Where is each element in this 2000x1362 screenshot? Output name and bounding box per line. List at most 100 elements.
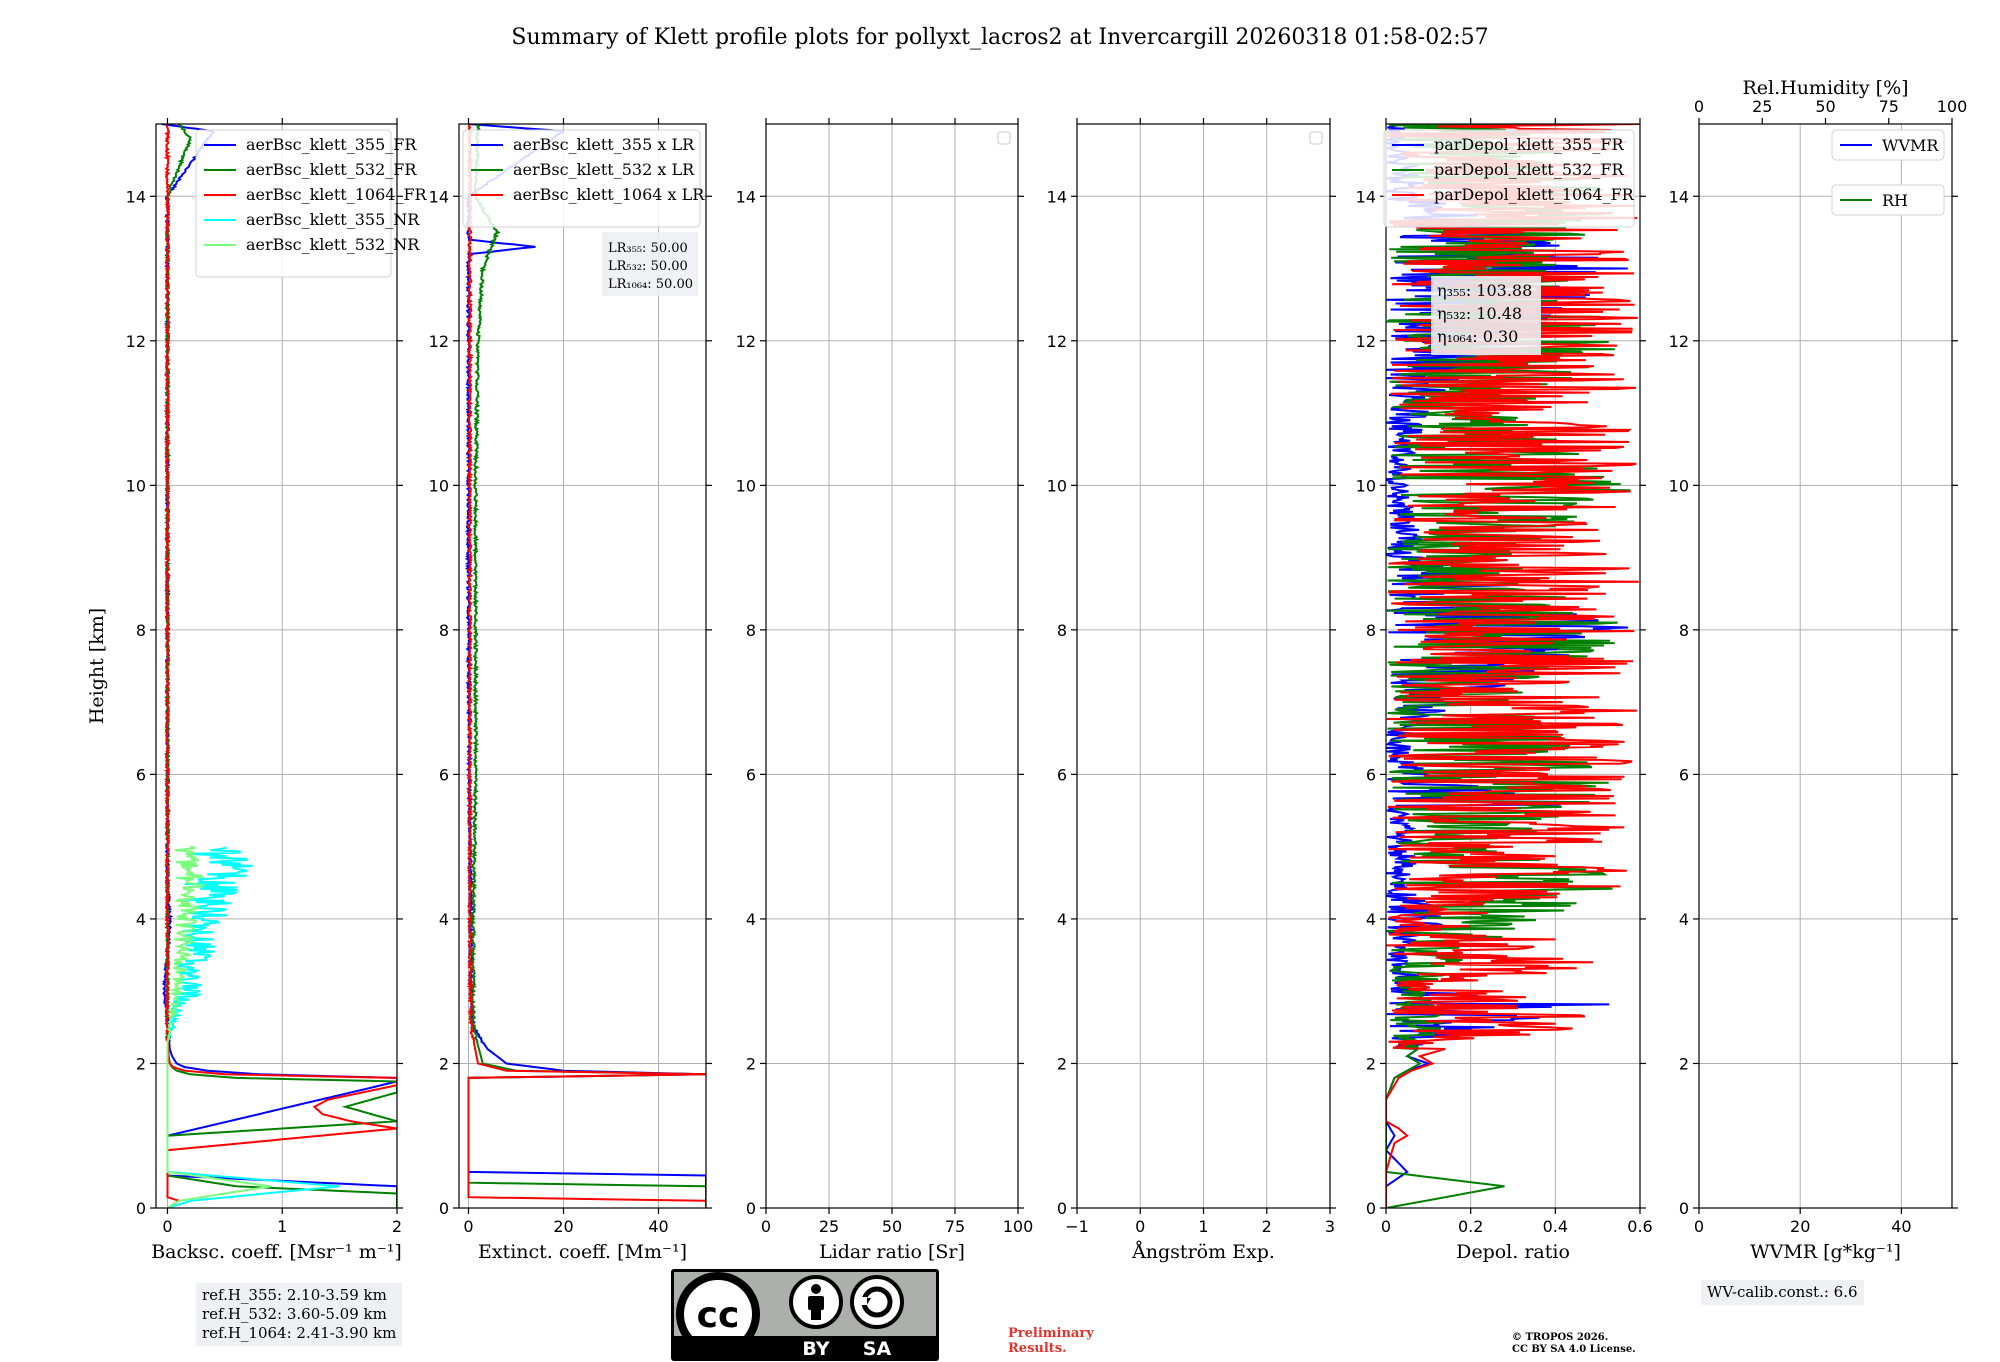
legend-frame [1831,129,1945,161]
y-tick-label: 14 [736,187,756,206]
y-tick-label: 8 [1057,621,1067,640]
x-tick-label: 3 [1325,1217,1335,1236]
ref-height-355: ref.H_355: 2.10-3.59 km [202,1286,387,1304]
top-x-tick-label: 0 [1694,97,1704,116]
y-tick-label: 12 [1047,332,1067,351]
legend-label: aerBsc_klett_532_NR [246,235,420,254]
x-tick-label: 40 [648,1217,668,1236]
y-tick-label: 10 [1356,476,1376,495]
legend: aerBsc_klett_355_FR aerBsc_klett_532_FRae… [195,129,428,278]
ref-height-532: ref.H_532: 3.60-5.09 km [202,1305,387,1323]
panel-lidar_ratio: 0 25 50 75 100 0 2 4 6 8 10 12 14 Lidar ratio [Sr] [736,118,1034,1263]
by-label: BY [802,1338,829,1360]
y-tick-label: 4 [1057,910,1067,929]
cc-license-badge: cc BY SA [671,1269,939,1361]
figure-title: Summary of Klett profile plots for polly… [511,25,1488,50]
y-tick-label: 10 [1047,476,1067,495]
y-tick-label: 12 [1669,332,1689,351]
preliminary-line-2: Results. [1008,1341,1067,1356]
y-tick-label: 10 [1669,476,1689,495]
by-icon [789,1275,843,1329]
legend-label: parDepol_klett_532_FR [1434,160,1625,179]
y-tick-label: 6 [1679,765,1689,784]
y-tick-label: 0 [136,1199,146,1218]
annotation-line: η₃₅₅: 103.88 [1437,281,1532,300]
legend-label: aerBsc_klett_532 x LR [513,160,695,179]
axes-frame [458,123,707,1209]
y-tick-label: 2 [1366,1054,1376,1073]
y-tick-label: 12 [1356,332,1376,351]
annotation: LR₃₅₅: 50.00 LR₅₃₂: 50.00 LR₁₀₆₄: 50.00 [602,232,698,296]
x-tick-label: 25 [819,1217,839,1236]
series-pardepol-klett-1064-fr [1386,124,1640,1208]
wv-calib-const: WV-calib.const.: 6.6 [1707,1283,1858,1301]
y-tick-label: 6 [439,765,449,784]
cc-logo-text: cc [697,1295,740,1336]
x-tick-label: 0.6 [1627,1217,1652,1236]
panel-extinction: 0 20 40 0 2 4 6 8 10 12 14 Extinct. coeff. [Mm⁻¹] ae… [429,118,712,1263]
series-aerbsc-klett-1064-x-lr [466,124,706,1208]
legend-label: aerBsc_klett_355_NR [246,210,420,229]
y-tick-label: 14 [429,187,449,206]
sa-icon [850,1275,904,1329]
annotation-line: LR₁₀₆₄: 50.00 [608,277,693,292]
x-tick-label: 100 [1003,1217,1034,1236]
series-layer [464,124,706,1208]
x-axis-label: Depol. ratio [1456,1241,1570,1263]
annotation-line: η₁₀₆₄: 0.30 [1437,327,1518,346]
y-tick-label: 8 [1679,621,1689,640]
x-tick-label: 0 [1135,1217,1145,1236]
badge-bottom [674,1336,936,1358]
annotation: η₃₅₅: 103.88 η₅₃₂: 10.48 η₁₀₆₄: 0.30 [1431,276,1541,355]
legend: aerBsc_klett_355 x LR aerBsc_klett_532 x … [462,129,705,228]
y-axis-label: Height [km] [86,608,108,724]
y-tick-label: 0 [1679,1199,1689,1218]
copyright-note: © TROPOS 2026. CC BY SA 4.0 License. [1512,1332,1636,1356]
top-x-tick-label: 25 [1752,97,1772,116]
panel-wvmr: 0 20 40 0 2 4 6 8 10 12 14 0 25 50 75 100 Rel.Humidity [… [1669,77,1968,1263]
x-tick-label: 0.4 [1543,1217,1568,1236]
x-tick-label: 0 [1381,1217,1391,1236]
y-tick-label: 0 [1366,1199,1376,1218]
annotation-line: η₅₃₂: 10.48 [1437,304,1522,323]
legend-label: WVMR [1882,136,1939,155]
legend-label: parDepol_klett_1064_FR [1434,185,1635,204]
y-tick-label: 6 [746,765,756,784]
axes-frame [1385,123,1641,1209]
series-aerbsc-klett-1064-fr [163,124,397,1208]
x-tick-label: 0.2 [1458,1217,1483,1236]
copyright-line-2: CC BY SA 4.0 License. [1512,1344,1636,1355]
series-aerbsc-klett-355-nr [166,846,340,1208]
y-tick-label: 10 [429,476,449,495]
empty-legend [1309,131,1323,145]
top-x-tick-label: 75 [1879,97,1899,116]
y-tick-label: 12 [126,332,146,351]
series-aerbsc-klett-532-nr [166,845,271,1208]
legend-label: RH [1882,191,1908,210]
x-tick-label: 20 [553,1217,573,1236]
y-tick-label: 14 [1047,187,1067,206]
x-tick-label: 2 [392,1217,402,1236]
y-tick-label: 2 [439,1054,449,1073]
y-tick-label: 4 [136,910,146,929]
legend-label: aerBsc_klett_532_FR [246,160,417,179]
series-aerbsc-klett-532-fr [163,124,397,1208]
y-tick-label: 2 [746,1054,756,1073]
x-tick-label: 1 [1198,1217,1208,1236]
y-tick-label: 6 [1366,765,1376,784]
series-aerbsc-klett-355-fr [161,124,397,1208]
y-tick-label: 2 [136,1054,146,1073]
x-tick-label: 0 [1694,1217,1704,1236]
sa-label: SA [863,1338,892,1360]
legend-label: aerBsc_klett_355_FR [246,135,417,154]
legend-frame [195,129,392,278]
series-layer [161,124,397,1208]
x-tick-label: 20 [1790,1217,1810,1236]
y-tick-label: 0 [746,1199,756,1218]
y-tick-label: 2 [1057,1054,1067,1073]
annotation-box [602,232,698,296]
legend: parDepol_klett_355_FR parDepol_klett_532_… [1383,129,1635,228]
